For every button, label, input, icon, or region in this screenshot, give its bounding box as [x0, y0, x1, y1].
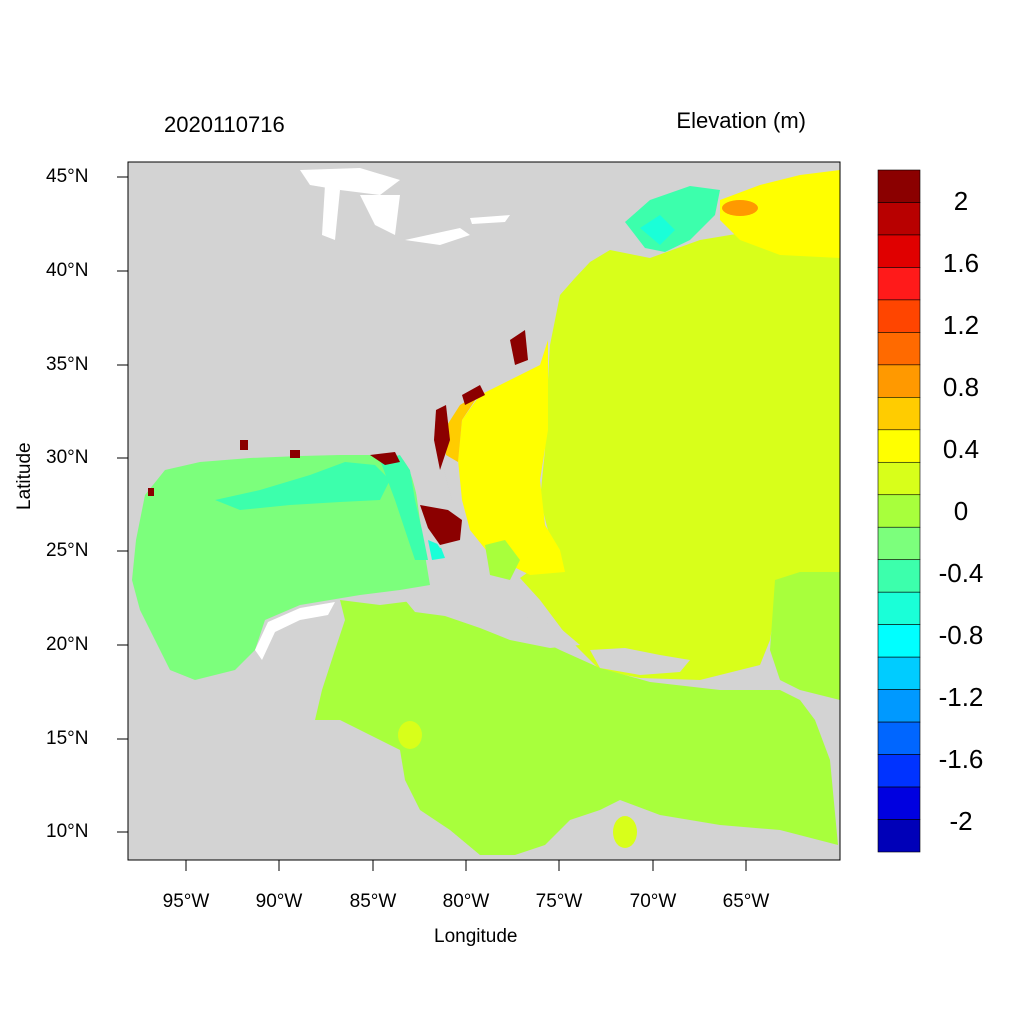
florida-shelf-cyan	[380, 455, 428, 560]
colorbar-label: -1.6	[938, 744, 984, 774]
colorbar-swatch	[877, 299, 921, 333]
colorbar-swatch	[877, 429, 921, 463]
lon-tick-label: 80°W	[442, 891, 490, 912]
colorbar-swatch	[877, 819, 921, 853]
coastal-shelf-yellow	[458, 340, 565, 575]
colorbar-swatch	[877, 397, 921, 431]
lat-tick-label: 30°N	[46, 447, 89, 468]
colorbar-swatch	[877, 656, 921, 690]
colorbar-label: 2	[953, 186, 969, 216]
yucatan-coast	[255, 602, 335, 660]
colorbar-label: 0.4	[942, 434, 980, 464]
lat-tick-marks	[117, 176, 128, 833]
variable-title: Elevation (m)	[676, 108, 806, 133]
great-lakes	[300, 168, 510, 245]
gulf-of-mexico	[132, 455, 430, 680]
atlantic-east-shelf	[770, 572, 840, 700]
colorbar-swatch	[877, 754, 921, 788]
colorbar-swatch	[877, 559, 921, 593]
lon-tick-label: 65°W	[722, 891, 770, 912]
forecast-datetime: 2020110716	[164, 112, 285, 137]
northeast-cyan-trough	[625, 186, 720, 252]
lon-tick-label: 70°W	[629, 891, 677, 912]
nicaragua-bump	[398, 721, 422, 749]
lat-tick-label: 25°N	[46, 540, 89, 561]
hispaniola-island	[590, 648, 690, 675]
colorbar-label: 0.8	[942, 372, 980, 402]
colorbar-swatch	[877, 526, 921, 561]
colorbar-swatch	[877, 624, 921, 658]
colorbar-label: 1.2	[942, 310, 980, 340]
x-axis-label: Longitude	[434, 926, 518, 947]
lat-tick-label: 10°N	[46, 821, 89, 842]
caribbean-sea	[315, 600, 838, 855]
gulf-of-maine-orange	[722, 200, 758, 216]
florida-bay-cyan	[428, 540, 445, 560]
lat-tick-label: 45°N	[46, 166, 89, 187]
colorbar-label: -0.8	[938, 620, 984, 650]
colorbar-label: -0.4	[938, 558, 984, 588]
colorbar-label: 1.6	[942, 248, 980, 278]
lon-tick-label: 75°W	[535, 891, 583, 912]
colorbar-label: -1.2	[938, 682, 984, 712]
colorbar-swatch	[877, 461, 921, 496]
storm-surge-cells	[148, 330, 528, 545]
northeast-cyan-deep	[640, 215, 675, 245]
y-axis-label: Latitude	[14, 442, 35, 510]
lat-tick-label: 15°N	[46, 728, 89, 749]
colorbar-swatch	[877, 202, 921, 236]
coastal-orange-band	[444, 393, 480, 462]
bahamas-bank	[485, 540, 520, 580]
colorbar-swatch	[877, 689, 921, 723]
lat-tick-label: 35°N	[46, 354, 89, 375]
colorbar-swatch	[877, 169, 921, 203]
colorbar-swatch	[877, 267, 921, 301]
colorbar-swatch	[877, 234, 921, 268]
colorbar-label: -2	[949, 806, 973, 836]
cuba-island	[405, 590, 580, 648]
lon-tick-label: 90°W	[255, 891, 303, 912]
northeast-yellow-zone	[720, 170, 840, 258]
lon-tick-marks	[185, 860, 747, 871]
venezuela-bump	[613, 816, 637, 848]
gulf-negative-band	[215, 462, 390, 510]
lon-tick-label: 95°W	[162, 891, 210, 912]
lat-tick-label: 40°N	[46, 260, 89, 281]
map-frame	[127, 161, 841, 861]
colorbar-swatch	[877, 494, 921, 528]
colorbar	[877, 169, 921, 853]
atlantic-ocean	[520, 162, 840, 680]
colorbar-swatch	[877, 591, 921, 625]
lon-tick-label: 85°W	[349, 891, 397, 912]
colorbar-swatch	[877, 332, 921, 366]
lat-tick-label: 20°N	[46, 634, 89, 655]
colorbar-label: 0	[953, 496, 969, 526]
colorbar-swatch	[877, 721, 921, 755]
colorbar-swatch	[877, 364, 921, 398]
colorbar-swatch	[877, 786, 921, 820]
